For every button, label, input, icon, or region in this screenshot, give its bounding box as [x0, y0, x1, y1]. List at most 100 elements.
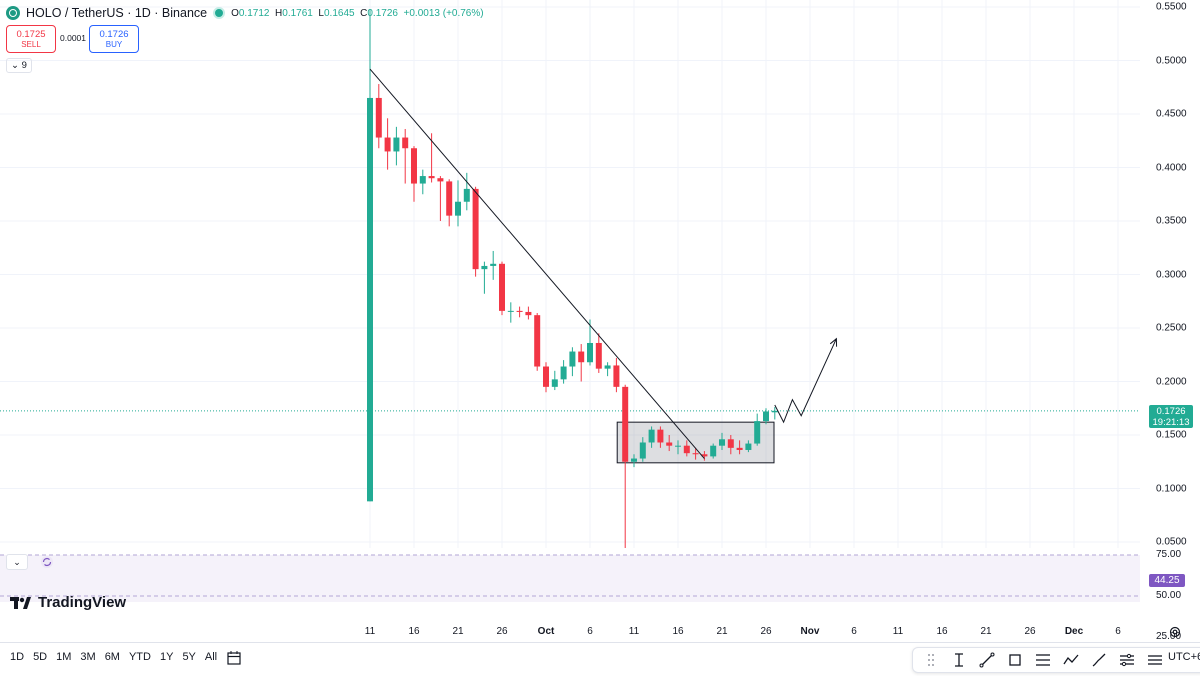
pane-collapse-button[interactable]: ⌄	[6, 554, 28, 570]
candle[interactable]	[516, 306, 523, 318]
candle[interactable]	[499, 261, 505, 316]
candle[interactable]	[631, 454, 637, 468]
rsi-pane[interactable]	[0, 552, 1140, 602]
tradingview-logo[interactable]: TradingView	[10, 594, 126, 611]
candle[interactable]	[375, 84, 382, 149]
candle-body	[648, 429, 655, 443]
fib-retracement-tool-icon[interactable]	[1033, 650, 1053, 670]
candle[interactable]	[622, 384, 629, 551]
candle[interactable]	[763, 408, 769, 425]
candle[interactable]	[639, 437, 646, 462]
candle[interactable]	[604, 362, 611, 377]
candle[interactable]	[595, 333, 602, 373]
candle[interactable]	[666, 435, 673, 452]
candle[interactable]	[463, 172, 470, 211]
chevron-down-icon: ⌄	[11, 60, 19, 71]
trend-line-tool-icon[interactable]	[977, 650, 997, 670]
time-axis[interactable]: 11 16 21 26 Oct 6 11 16 21 26 Nov 6 11 16 21 26 Dec 6	[0, 620, 1140, 640]
brush-tool-icon[interactable]	[1089, 650, 1109, 670]
calendar-goto-icon[interactable]	[226, 650, 242, 666]
chart-pane[interactable]	[0, 0, 1140, 551]
candle-body	[657, 429, 664, 443]
pattern-tool-icon[interactable]	[1061, 650, 1081, 670]
range-button-1m[interactable]: 1M	[56, 651, 72, 663]
text-cursor-tool-icon[interactable]	[949, 650, 969, 670]
buy-button[interactable]: 0.1726 BUY	[89, 25, 139, 53]
indicator-count: 9	[21, 60, 27, 71]
projection-arrowhead	[829, 337, 838, 347]
candle[interactable]	[727, 435, 734, 455]
candle[interactable]	[551, 370, 558, 391]
candle-body	[446, 181, 453, 216]
range-button-5d[interactable]: 5D	[33, 651, 48, 663]
candle[interactable]	[692, 447, 699, 460]
candle-body	[701, 454, 708, 457]
time-tick-label: 11	[892, 626, 904, 637]
range-button-3m[interactable]: 3M	[80, 651, 96, 663]
candle[interactable]	[507, 302, 514, 323]
timezone-button[interactable]: UTC+6	[1168, 651, 1200, 663]
candle[interactable]	[736, 440, 743, 455]
candle-body	[419, 176, 426, 184]
candle[interactable]	[472, 186, 479, 277]
rectangle-tool-icon[interactable]	[1005, 650, 1025, 670]
candle[interactable]	[446, 179, 453, 227]
candle[interactable]	[525, 306, 532, 320]
settings-gear-icon[interactable]	[1168, 625, 1182, 639]
candle[interactable]	[719, 432, 725, 450]
drag-handle-icon[interactable]	[921, 650, 941, 670]
candle[interactable]	[683, 440, 690, 457]
symbol-title[interactable]: HOLO / TetherUS · 1D · Binance	[26, 6, 208, 20]
candle[interactable]	[481, 261, 488, 294]
candle[interactable]	[367, 9, 373, 502]
candle[interactable]	[393, 126, 400, 166]
range-button-5y[interactable]: 5Y	[182, 651, 196, 663]
candle[interactable]	[675, 440, 681, 455]
time-tick-label: 21	[452, 626, 464, 637]
candle[interactable]	[745, 440, 752, 453]
candle[interactable]	[587, 319, 593, 366]
candle[interactable]	[569, 347, 576, 377]
candle-body	[472, 188, 479, 270]
time-tick-label: 21	[716, 626, 728, 637]
candle[interactable]	[648, 426, 655, 448]
candle[interactable]	[543, 362, 549, 393]
candle[interactable]	[455, 180, 461, 227]
range-button-1y[interactable]: 1Y	[159, 651, 174, 663]
candle[interactable]	[701, 451, 708, 461]
range-button-1d[interactable]: 1D	[10, 651, 25, 663]
indicators-tool-icon[interactable]	[1117, 650, 1137, 670]
candle[interactable]	[402, 128, 409, 184]
candle-body	[578, 351, 585, 363]
refresh-icon[interactable]	[40, 555, 54, 569]
downtrend-line[interactable]	[369, 68, 705, 459]
candle[interactable]	[771, 407, 778, 420]
candle[interactable]	[411, 146, 417, 202]
candle[interactable]	[710, 443, 717, 459]
rsi-band	[0, 555, 1140, 602]
candle[interactable]	[560, 360, 567, 384]
range-button-all[interactable]: All	[204, 651, 218, 663]
candle[interactable]	[754, 413, 761, 446]
candle[interactable]	[419, 169, 426, 195]
candle[interactable]	[613, 357, 620, 393]
indicators-toggle[interactable]: ⌄ 9	[6, 58, 32, 73]
range-button-ytd[interactable]: YTD	[128, 651, 151, 663]
candle[interactable]	[578, 344, 585, 382]
price-axis[interactable]: 0.5500 0.5000 0.4500 0.4000 0.3500 0.3000 0.25…	[1140, 0, 1200, 640]
time-tick-label: 16	[672, 626, 684, 637]
candle[interactable]	[657, 426, 664, 448]
sell-button[interactable]: 0.1725 SELL	[6, 25, 56, 53]
projection-path[interactable]	[774, 338, 837, 424]
candle-body	[411, 148, 417, 184]
candlestick-chart[interactable]	[0, 0, 1140, 551]
range-button-6m[interactable]: 6M	[104, 651, 120, 663]
candle-body	[666, 442, 673, 446]
candle[interactable]	[490, 250, 497, 280]
more-tools-icon[interactable]	[1145, 650, 1165, 670]
candle[interactable]	[384, 118, 391, 170]
price-tick-label: 0.4500	[1156, 108, 1187, 120]
candle[interactable]	[437, 176, 444, 221]
candle[interactable]	[534, 313, 541, 371]
price-tick-label: 0.3500	[1156, 215, 1187, 227]
